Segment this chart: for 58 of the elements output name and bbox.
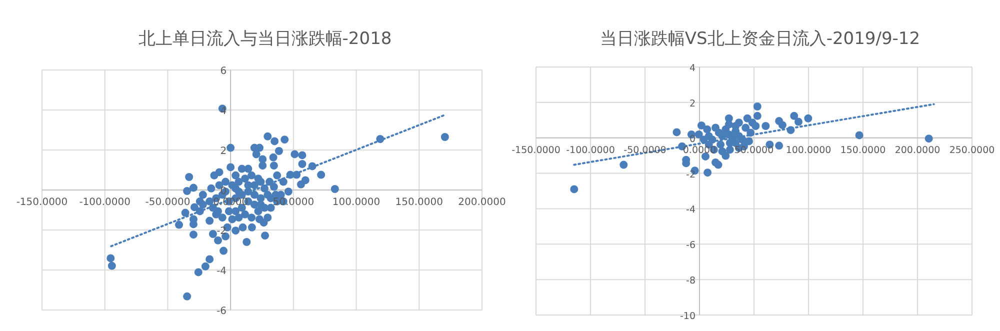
point bbox=[712, 158, 720, 166]
point bbox=[732, 138, 740, 147]
point bbox=[718, 147, 726, 156]
point bbox=[704, 132, 713, 140]
x-tick-label: 200.0000 bbox=[458, 197, 506, 208]
y-tick-label: -8 bbox=[686, 276, 696, 287]
x-tick-label: -100.0000 bbox=[566, 144, 615, 156]
point bbox=[762, 122, 770, 130]
y-tick-label: -2 bbox=[216, 226, 227, 237]
point bbox=[704, 168, 712, 177]
y-tick-label: -2 bbox=[686, 169, 696, 180]
y-tick-label: 6 bbox=[220, 66, 227, 77]
x-tick-label: 100.0000 bbox=[786, 144, 832, 156]
y-tick-label: 2 bbox=[220, 146, 227, 157]
x-tick-label: 0.0000 bbox=[213, 197, 248, 208]
point bbox=[726, 146, 734, 154]
point bbox=[855, 131, 864, 140]
y-tick-label: 0 bbox=[220, 186, 227, 197]
x-tick-label: -150.0000 bbox=[16, 197, 68, 208]
point bbox=[794, 118, 802, 126]
y-tick-label: 2 bbox=[689, 98, 696, 110]
point bbox=[924, 134, 933, 143]
point bbox=[716, 140, 725, 149]
x-tick-label: -50.0000 bbox=[145, 197, 190, 208]
chart-title: 当日涨跌幅VS北上资金日流入-2019/9-12 bbox=[600, 29, 920, 49]
point bbox=[753, 102, 762, 111]
y-tick-label: -10 bbox=[680, 311, 696, 322]
point bbox=[697, 121, 706, 130]
point bbox=[672, 128, 681, 136]
y-tick-label: -4 bbox=[216, 266, 227, 277]
x-tick-label: -150.0000 bbox=[512, 144, 560, 156]
point bbox=[804, 114, 812, 122]
point bbox=[748, 118, 756, 127]
point bbox=[790, 112, 798, 120]
x-tick-label: 100.0000 bbox=[332, 197, 380, 208]
point bbox=[724, 130, 733, 138]
point bbox=[732, 122, 740, 130]
chart-title: 北上单日流入与当日涨跌幅-2018 bbox=[138, 29, 392, 49]
point bbox=[743, 114, 752, 122]
point bbox=[753, 112, 762, 120]
point bbox=[742, 124, 750, 132]
y-tick-label: 4 bbox=[689, 63, 696, 74]
y-tick-label: -4 bbox=[686, 204, 696, 216]
x-tick-label: 250.0000 bbox=[949, 144, 995, 156]
point bbox=[694, 130, 703, 138]
point bbox=[620, 160, 628, 169]
point bbox=[775, 142, 784, 150]
x-tick-label: -100.0000 bbox=[79, 197, 131, 208]
point bbox=[714, 128, 723, 137]
point bbox=[775, 117, 784, 126]
point bbox=[570, 185, 578, 194]
x-tick-label: 150.0000 bbox=[840, 144, 886, 156]
y-tick-label: -6 bbox=[216, 306, 227, 317]
x-tick-label: 200.0000 bbox=[894, 144, 940, 156]
x-tick-label: 50.0000 bbox=[734, 144, 774, 156]
x-tick-label: 150.0000 bbox=[395, 197, 443, 208]
y-tick-label: -6 bbox=[686, 240, 696, 252]
point bbox=[703, 125, 712, 134]
